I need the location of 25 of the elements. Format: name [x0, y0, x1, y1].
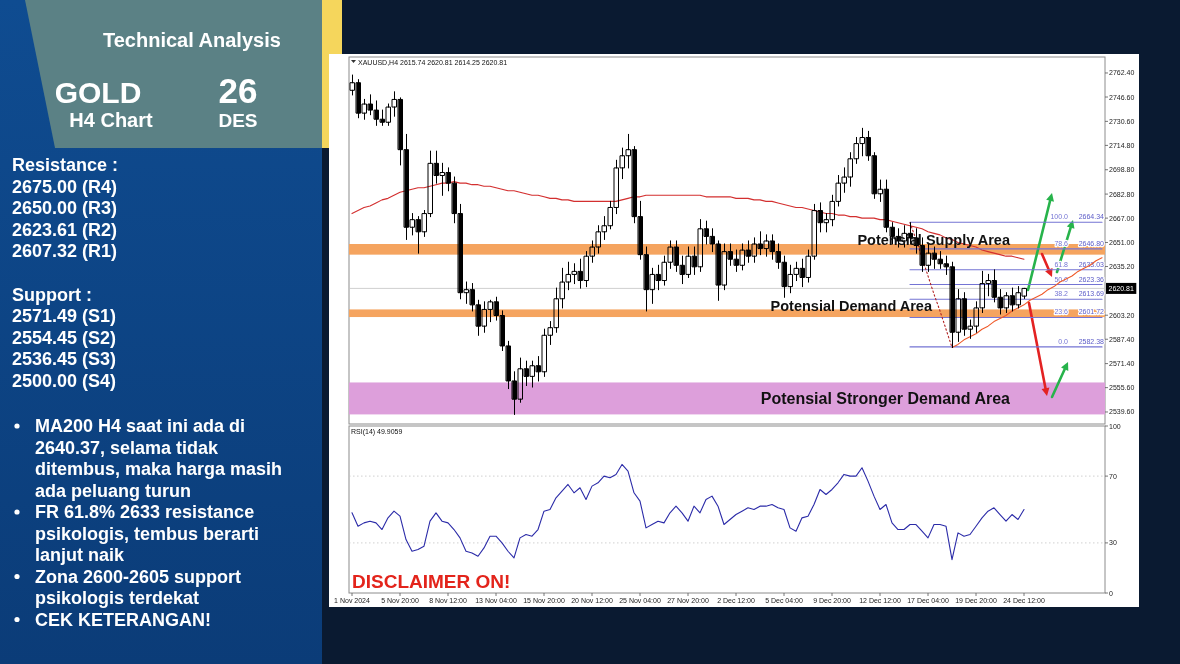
text: 2500.00 (S4)	[12, 371, 117, 391]
line-series	[951, 257, 1103, 349]
text: Support :	[12, 284, 92, 305]
text: 2571.49 (S1)	[12, 306, 117, 327]
text: Resistance :	[12, 155, 119, 175]
text: Zona 2600-2605 support psikologis terdekat	[35, 566, 242, 608]
line-series	[351, 463, 1025, 561]
annotation: DISCLAIMER ON!	[352, 571, 511, 592]
text: 26	[218, 71, 258, 110]
text: 2536.45 (S3)	[12, 349, 117, 370]
text: H4 Chart	[69, 109, 154, 131]
text: GOLD	[54, 76, 142, 109]
text: MA200 H4 saat ini ada di 2640.37, selama tidak ditembus, maka harga masih ada peluang turun	[35, 416, 283, 501]
text: Technical Analysis	[103, 29, 281, 51]
band-label: Potensial Stronger Demand Area	[760, 389, 1011, 407]
text: CEK KETERANGAN!	[35, 609, 212, 630]
text: 2607.32 (R1)	[12, 241, 118, 262]
line-series	[351, 181, 1025, 260]
text: 2675.00 (R4)	[12, 176, 118, 197]
band-label: Potensial Demand Area	[770, 297, 933, 314]
text: 2554.45 (S2)	[12, 327, 117, 348]
text: 2650.00 (R3)	[12, 198, 118, 219]
text: DES	[218, 110, 258, 131]
text: 2623.61 (R2)	[12, 219, 118, 240]
text: FR 61.8% 2633 resistance psikologis, tembus berarti lanjut naik	[35, 502, 260, 565]
